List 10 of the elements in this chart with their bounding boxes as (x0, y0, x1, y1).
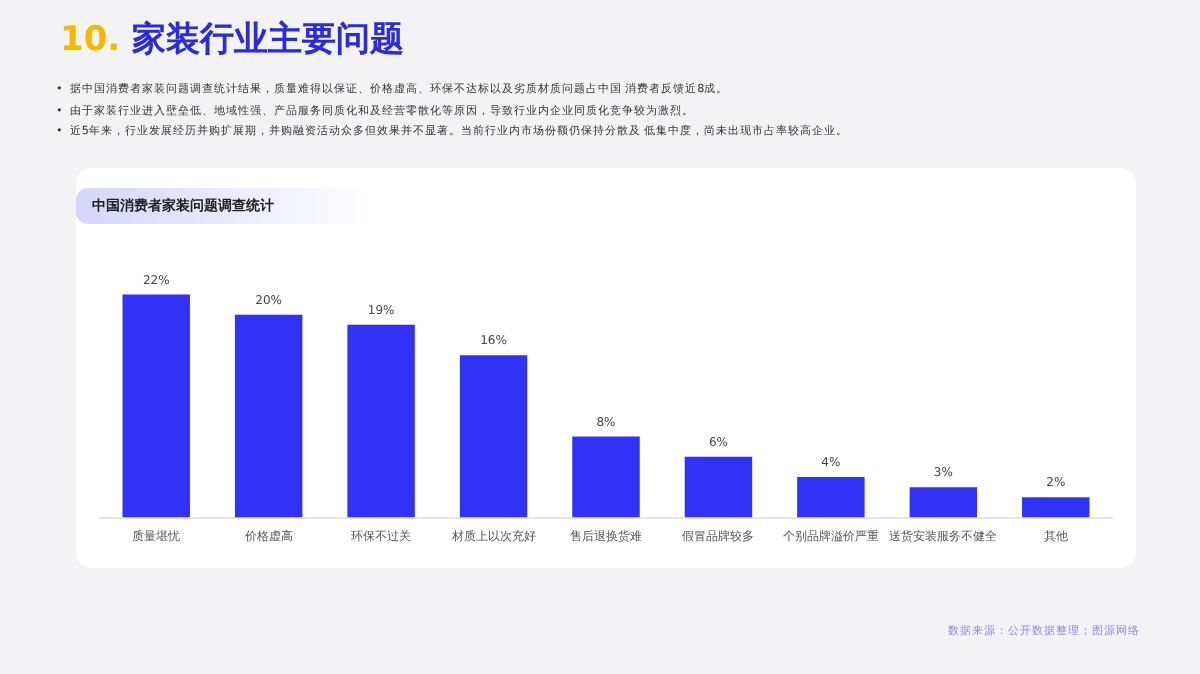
bar (572, 436, 640, 518)
bar (459, 355, 528, 518)
bar (234, 314, 303, 518)
bar (122, 294, 190, 518)
bar (797, 477, 865, 518)
bar (684, 456, 753, 518)
text: 10. 家装行业主要问题 (60, 18, 405, 62)
bar (347, 324, 415, 518)
bar (1022, 497, 1090, 518)
bar (909, 487, 978, 518)
